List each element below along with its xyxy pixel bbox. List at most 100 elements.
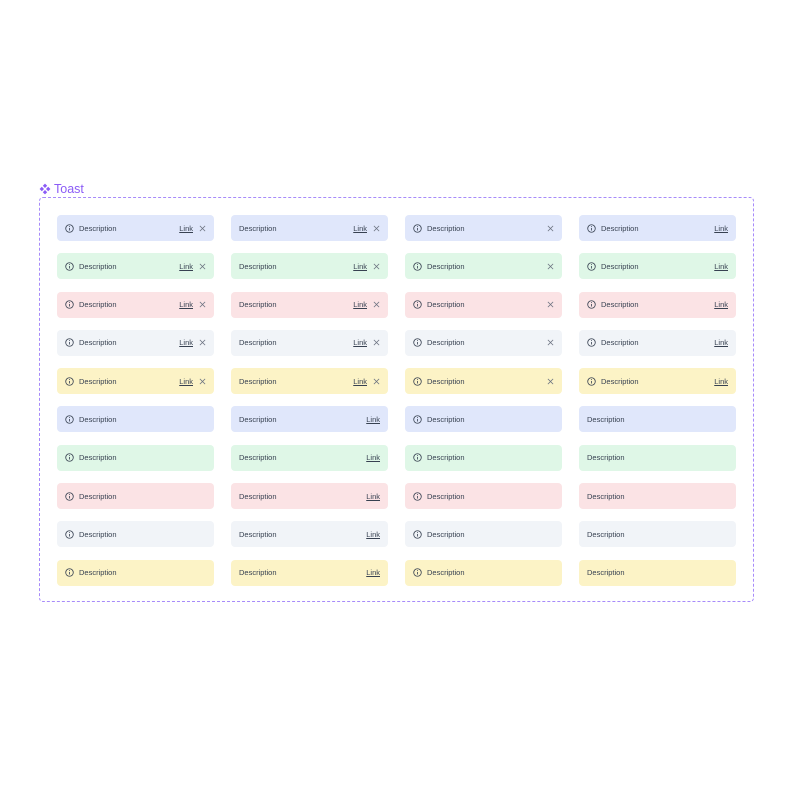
toast-description: Description: [79, 491, 117, 501]
toast-link[interactable]: Link: [714, 261, 728, 271]
toast-description: Description: [79, 338, 117, 348]
toast-link[interactable]: Link: [179, 261, 193, 271]
info-icon: [65, 568, 74, 577]
close-icon[interactable]: [547, 301, 554, 308]
toast-link[interactable]: Link: [366, 568, 380, 578]
toast-description: Description: [239, 338, 277, 348]
toast-description: Description: [79, 453, 117, 463]
toast-description: Description: [79, 261, 117, 271]
toast-green: Description Link: [231, 444, 388, 471]
close-icon[interactable]: [373, 263, 380, 270]
close-icon[interactable]: [199, 301, 206, 308]
toast-description: Description: [601, 223, 639, 233]
info-icon: [413, 491, 422, 501]
close-icon[interactable]: [199, 263, 206, 270]
toast-link[interactable]: Link: [353, 223, 367, 233]
toast-link[interactable]: Link: [353, 376, 367, 386]
toast-red: Description: [579, 483, 736, 510]
toast-yellow: Description Link: [579, 368, 736, 395]
info-icon: [65, 453, 74, 462]
toast-link[interactable]: Link: [353, 338, 367, 348]
close-icon[interactable]: [199, 225, 206, 232]
toast-gray: Description: [579, 521, 736, 548]
info-icon: [413, 262, 422, 271]
toast-green: Description: [579, 444, 736, 471]
close-icon[interactable]: [547, 225, 554, 232]
toast-description: Description: [427, 300, 465, 310]
toast-description: Description: [427, 529, 465, 539]
toast-gray: Description: [405, 329, 562, 356]
info-icon: [413, 300, 422, 309]
close-icon[interactable]: [373, 301, 380, 308]
toast-description: Description: [587, 453, 625, 463]
toast-link[interactable]: Link: [714, 223, 728, 233]
toast-link[interactable]: Link: [714, 338, 728, 348]
toast-description: Description: [587, 414, 625, 424]
toast-description: Description: [239, 376, 277, 386]
toast-description: Description: [239, 453, 277, 463]
toast-description: Description: [79, 568, 117, 578]
info-icon: [413, 530, 422, 539]
toast-gray: Description: [57, 521, 214, 548]
close-icon[interactable]: [547, 339, 554, 346]
info-icon: [587, 377, 596, 386]
toast-description: Description: [601, 338, 639, 348]
toast-description: Description: [239, 300, 277, 310]
toast-green: Description: [405, 444, 562, 471]
toast-green: Description: [405, 253, 562, 280]
toast-yellow: Description Link: [57, 368, 214, 395]
info-icon: [65, 300, 74, 309]
toast-description: Description: [587, 568, 625, 578]
toast-red: Description Link: [231, 483, 388, 510]
toast-grid: Description Link Description Link Descript…: [57, 215, 736, 586]
close-icon[interactable]: [199, 339, 206, 346]
toast-red: Description: [405, 291, 562, 318]
toast-link[interactable]: Link: [353, 261, 367, 271]
close-icon[interactable]: [547, 263, 554, 270]
info-icon: [413, 568, 422, 577]
toast-link[interactable]: Link: [179, 300, 193, 310]
info-icon: [65, 377, 74, 386]
toast-green: Description Link: [579, 253, 736, 280]
toast-green: Description Link: [57, 253, 214, 280]
info-icon: [587, 338, 596, 348]
close-icon[interactable]: [199, 378, 206, 385]
close-icon[interactable]: [373, 378, 380, 385]
info-icon: [65, 262, 74, 271]
toast-yellow: Description: [405, 368, 562, 395]
info-icon: [587, 262, 596, 271]
toast-yellow: Description Link: [231, 559, 388, 586]
frame-title: Toast: [39, 181, 84, 197]
toast-link[interactable]: Link: [179, 338, 193, 348]
toast-description: Description: [427, 223, 465, 233]
info-icon: [413, 223, 422, 233]
toast-description: Description: [239, 568, 277, 578]
info-icon: [413, 377, 422, 386]
info-icon: [65, 223, 74, 233]
toast-link[interactable]: Link: [366, 491, 380, 501]
info-icon: [65, 491, 74, 501]
toast-link[interactable]: Link: [179, 376, 193, 386]
toast-description: Description: [239, 529, 277, 539]
toast-link[interactable]: Link: [179, 223, 193, 233]
toast-description: Description: [239, 414, 277, 424]
toast-gray: Description Link: [231, 329, 388, 356]
toast-description: Description: [239, 223, 277, 233]
close-icon[interactable]: [547, 378, 554, 385]
toast-link[interactable]: Link: [353, 300, 367, 310]
toast-description: Description: [601, 376, 639, 386]
toast-link[interactable]: Link: [714, 376, 728, 386]
toast-link[interactable]: Link: [714, 300, 728, 310]
toast-link[interactable]: Link: [366, 414, 380, 424]
toast-link[interactable]: Link: [366, 453, 380, 463]
info-icon: [587, 223, 596, 233]
close-icon[interactable]: [373, 225, 380, 232]
info-icon: [65, 415, 74, 424]
toast-gray: Description Link: [57, 329, 214, 356]
toast-link[interactable]: Link: [366, 529, 380, 539]
toast-blue: Description Link: [57, 215, 214, 241]
toast-description: Description: [427, 338, 465, 348]
toast-description: Description: [79, 300, 117, 310]
toast-description: Description: [587, 491, 625, 501]
close-icon[interactable]: [373, 339, 380, 346]
